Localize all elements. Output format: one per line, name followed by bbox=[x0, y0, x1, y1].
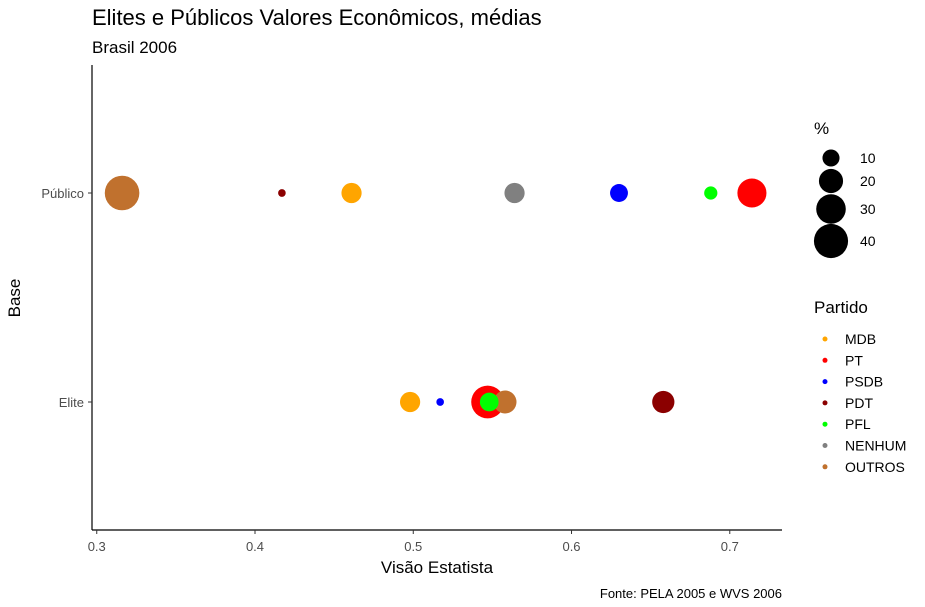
color-legend-label: MDB bbox=[845, 331, 876, 347]
color-legend-key bbox=[822, 357, 828, 363]
color-legend-key bbox=[822, 421, 828, 427]
point-publico-psdb bbox=[610, 184, 628, 202]
color-legend-key bbox=[822, 379, 828, 385]
y-tick-label: Público bbox=[41, 186, 84, 201]
data-points bbox=[104, 175, 767, 419]
point-publico-pt bbox=[737, 178, 767, 208]
x-tick-label: 0.4 bbox=[246, 539, 264, 554]
size-legend-label: 20 bbox=[860, 173, 876, 189]
plot-area: 0.3 0.4 0.5 0.6 0.7 Elite Público bbox=[41, 65, 782, 554]
y-axis-title: Base bbox=[5, 279, 24, 318]
size-legend: 10 20 30 40 bbox=[813, 149, 876, 259]
point-publico-mdb bbox=[341, 182, 362, 204]
x-tick-label: 0.6 bbox=[562, 539, 580, 554]
size-legend-key bbox=[818, 168, 844, 194]
size-legend-label: 40 bbox=[860, 233, 876, 249]
size-legend-label: 30 bbox=[860, 201, 876, 217]
color-legend-key bbox=[822, 443, 828, 448]
color-legend-label: PSDB bbox=[845, 374, 883, 390]
color-legend-label: PDT bbox=[845, 395, 873, 411]
point-publico-outros bbox=[104, 175, 140, 211]
x-tick-label: 0.7 bbox=[721, 539, 739, 554]
point-elite-pdt bbox=[652, 390, 675, 414]
x-tick-label: 0.3 bbox=[88, 539, 106, 554]
point-elite-mdb bbox=[399, 391, 421, 413]
point-elite-outros bbox=[493, 390, 517, 414]
color-legend-label: NENHUM bbox=[845, 438, 906, 454]
point-elite-pfl bbox=[479, 392, 499, 412]
color-legend-title: Partido bbox=[814, 298, 868, 317]
color-legend-key bbox=[822, 400, 828, 406]
size-legend-key bbox=[813, 223, 849, 259]
size-legend-key bbox=[816, 194, 846, 224]
color-legend-key bbox=[822, 336, 828, 342]
size-legend-label: 10 bbox=[860, 150, 876, 166]
chart-subtitle: Brasil 2006 bbox=[92, 38, 177, 57]
chart-title: Elites e Públicos Valores Econômicos, mé… bbox=[92, 5, 542, 30]
y-tick-label: Elite bbox=[59, 395, 84, 410]
x-tick-label: 0.5 bbox=[404, 539, 422, 554]
point-publico-nenhum bbox=[504, 182, 525, 204]
color-legend: MDB PT PSDB PDT PFL NENHUM OUTROS bbox=[822, 331, 906, 475]
point-publico-pfl bbox=[704, 186, 718, 200]
point-publico-pdt bbox=[278, 189, 286, 197]
size-legend-key bbox=[822, 149, 840, 167]
size-legend-title: % bbox=[814, 119, 829, 138]
caption: Fonte: PELA 2005 e WVS 2006 bbox=[600, 586, 782, 601]
axis-ticks: 0.3 0.4 0.5 0.6 0.7 Elite Público bbox=[41, 186, 738, 554]
color-legend-key bbox=[822, 464, 828, 470]
color-legend-label: OUTROS bbox=[845, 459, 905, 475]
point-elite-psdb bbox=[436, 398, 444, 406]
x-axis-title: Visão Estatista bbox=[381, 558, 494, 577]
color-legend-label: PFL bbox=[845, 416, 871, 432]
color-legend-label: PT bbox=[845, 352, 863, 368]
